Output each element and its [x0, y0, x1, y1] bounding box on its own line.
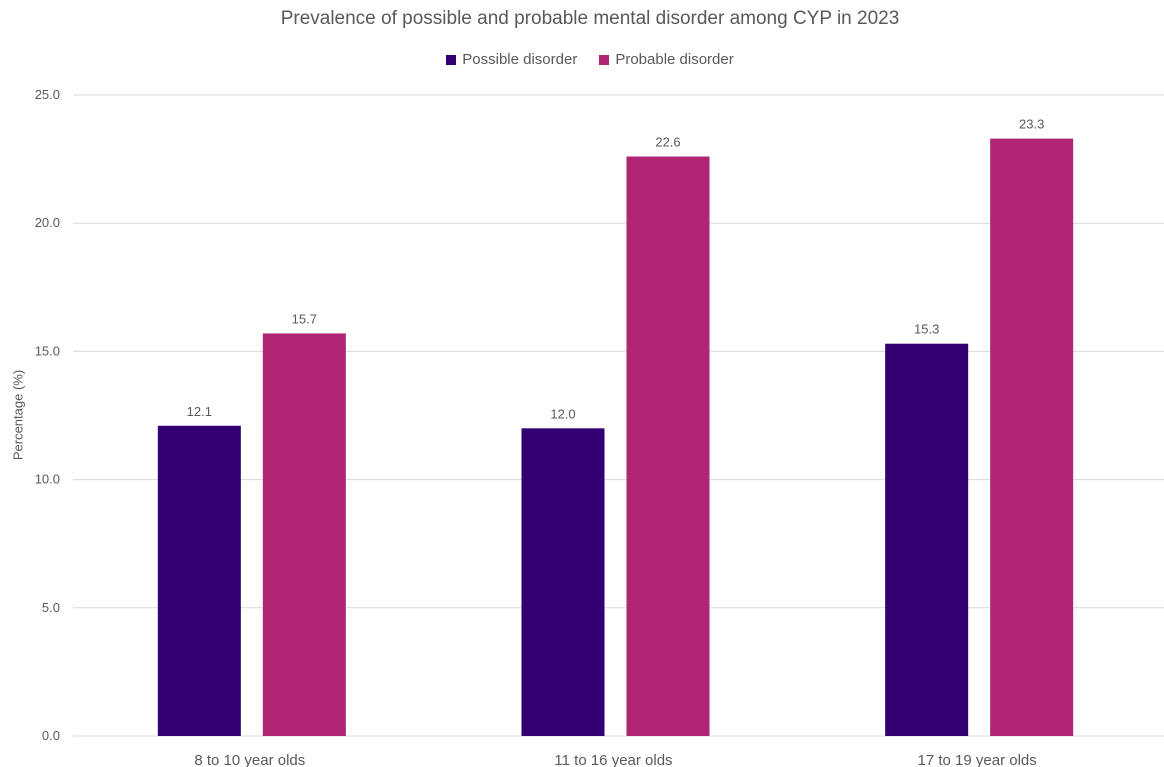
- x-tick-label: 17 to 19 year olds: [918, 752, 1037, 767]
- x-tick-label: 11 to 16 year olds: [554, 752, 672, 767]
- data-label: 22.6: [655, 135, 680, 150]
- data-label: 15.7: [292, 311, 317, 326]
- y-tick-label: 20.0: [35, 215, 60, 230]
- legend-item-probable: Probable disorder: [599, 51, 734, 68]
- bar-possible: [885, 343, 969, 736]
- legend-label-probable: Probable disorder: [615, 51, 734, 68]
- data-label: 23.3: [1019, 117, 1044, 132]
- bar-probable: [262, 333, 346, 736]
- x-tick-label: 8 to 10 year olds: [194, 752, 305, 767]
- legend: Possible disorder Probable disorder: [0, 51, 1164, 68]
- data-label: 15.3: [914, 322, 939, 337]
- legend-label-possible: Possible disorder: [462, 51, 578, 68]
- legend-swatch-probable: [599, 54, 610, 65]
- y-tick-label: 5.0: [42, 600, 60, 615]
- bar-possible: [157, 425, 241, 736]
- y-tick-label: 15.0: [35, 343, 60, 358]
- data-label: 12.0: [550, 406, 575, 421]
- data-label: 12.1: [187, 404, 212, 419]
- y-tick-label: 10.0: [35, 472, 60, 487]
- bar-possible: [521, 428, 605, 736]
- legend-swatch-possible: [446, 54, 457, 65]
- legend-item-possible: Possible disorder: [446, 51, 577, 68]
- y-tick-label: 0.0: [42, 728, 60, 743]
- bar-probable: [626, 156, 710, 736]
- y-tick-label: 25.0: [35, 87, 60, 102]
- chart-title: Prevalence of possible and probable ment…: [280, 8, 900, 29]
- bar-probable: [990, 138, 1074, 736]
